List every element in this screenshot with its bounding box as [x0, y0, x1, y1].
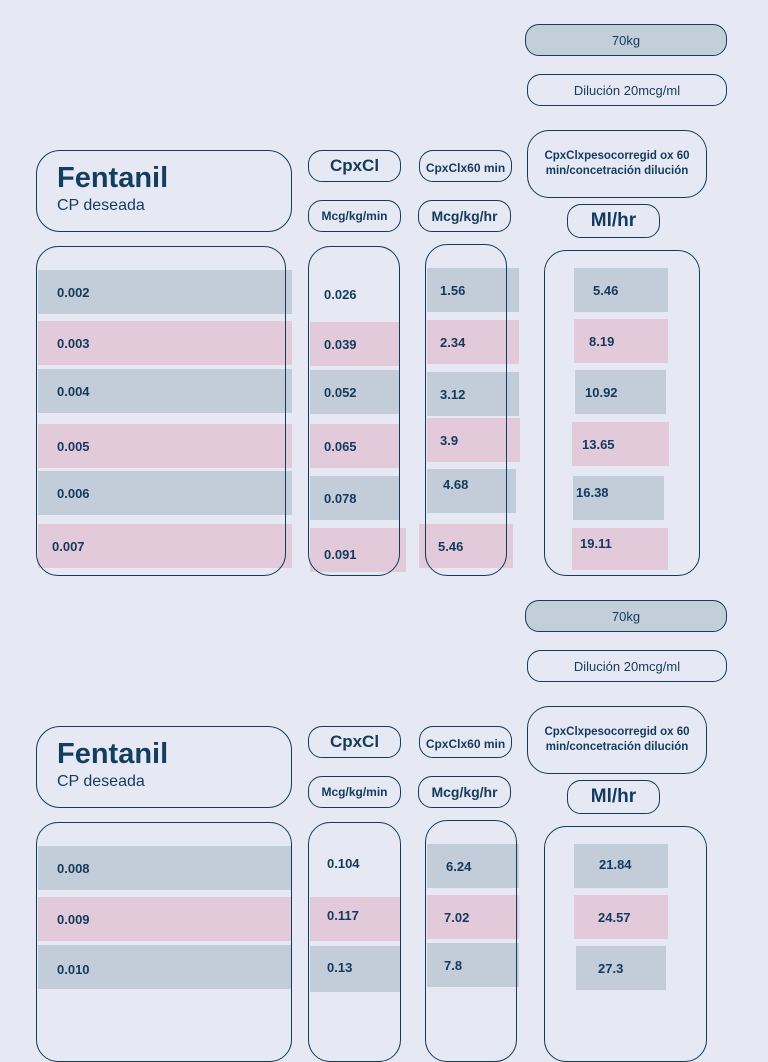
unit-ml-hr-label: Ml/hr [590, 210, 637, 231]
unit-mcg-kg-hr-label: Mcg/kg/hr [431, 208, 498, 224]
mlhr-value: 5.46 [574, 268, 668, 312]
unit-ml-hr: Ml/hr [567, 780, 660, 814]
weight-label: 70kg [611, 32, 641, 48]
header-formula-label: CpxClxpesocorregid ox 60 min/concetració… [544, 726, 690, 753]
mcghr-value: 3.12 [427, 372, 519, 416]
cp-value: 0.010 [38, 945, 292, 989]
mcgmin-value: 0.039 [310, 322, 400, 366]
mcgmin-value: 0.117 [310, 897, 400, 941]
mcgmin-value: 0.026 [324, 286, 357, 302]
drug-title-box: Fentanil CP deseada [36, 150, 292, 232]
unit-mcg-kg-hr: Mcg/kg/hr [418, 776, 511, 808]
dilution-label: Dilución 20mcg/ml [573, 82, 681, 98]
unit-ml-hr-label: Ml/hr [590, 786, 637, 807]
header-cpxclx60-label: CpxClx60 min [425, 737, 506, 751]
unit-ml-hr: Ml/hr [567, 204, 660, 238]
mcghr-value: 6.24 [427, 844, 519, 888]
mcgmin-value: 0.052 [310, 370, 400, 414]
mcghr-value: 7.8 [427, 943, 519, 987]
header-cpxclx60-label: CpxClx60 min [425, 161, 506, 175]
drug-subtitle: CP deseada [57, 197, 145, 214]
weight-badge: 70kg [525, 24, 727, 56]
drug-subtitle: CP deseada [57, 773, 145, 790]
mlhr-value: 13.65 [572, 422, 669, 466]
cp-value: 0.002 [38, 270, 292, 314]
unit-mcg-kg-min: Mcg/kg/min [308, 776, 401, 808]
drug-name: Fentanil [57, 162, 169, 194]
header-cpxcl: CpxCl [308, 726, 401, 758]
mcgmin-value: 0.091 [310, 528, 406, 572]
cp-value: 0.004 [38, 369, 292, 413]
header-cpxclx60: CpxClx60 min [419, 726, 512, 758]
mlhr-value: 16.38 [573, 476, 664, 520]
header-cpxcl: CpxCl [308, 150, 401, 182]
mcghr-value: 5.46 [419, 524, 513, 568]
unit-mcg-kg-hr-label: Mcg/kg/hr [431, 784, 498, 800]
mlhr-value: 10.92 [575, 370, 666, 414]
mcghr-value: 3.9 [427, 418, 520, 462]
mcgmin-value: 0.13 [310, 946, 400, 992]
header-formula: CpxClxpesocorregid ox 60 min/concetració… [527, 130, 707, 198]
cp-value: 0.006 [38, 471, 292, 515]
dilution-label: Dilución 20mcg/ml [573, 658, 681, 674]
mcghr-value: 4.68 [427, 469, 516, 513]
unit-mcg-kg-min-label: Mcg/kg/min [321, 785, 388, 799]
cp-value: 0.005 [38, 424, 292, 468]
cp-value: 0.007 [38, 524, 292, 568]
weight-badge: 70kg [525, 600, 727, 632]
mlhr-value: 19.11 [572, 528, 668, 570]
mcgmin-value: 0.104 [327, 855, 360, 871]
drug-title-box: Fentanil CP deseada [36, 726, 292, 808]
header-cpxclx60: CpxClx60 min [419, 150, 512, 182]
drug-name: Fentanil [57, 738, 169, 770]
mcghr-value: 2.34 [427, 320, 519, 364]
mcgmin-value: 0.078 [310, 476, 400, 520]
mlhr-value: 24.57 [574, 895, 668, 939]
dilution-badge: Dilución 20mcg/ml [527, 650, 727, 682]
header-formula: CpxClxpesocorregid ox 60 min/concetració… [527, 706, 707, 774]
mcgmin-value: 0.065 [310, 424, 400, 468]
unit-mcg-kg-min: Mcg/kg/min [308, 200, 401, 232]
mlhr-value: 8.19 [574, 319, 668, 363]
dilution-badge: Dilución 20mcg/ml [527, 74, 727, 106]
weight-label: 70kg [611, 608, 641, 624]
header-cpxcl-label: CpxCl [329, 732, 380, 751]
mcghr-value: 1.56 [427, 268, 519, 312]
cp-value: 0.009 [38, 897, 292, 941]
mcghr-value: 7.02 [427, 895, 519, 939]
mlhr-value: 21.84 [574, 844, 668, 888]
header-cpxcl-label: CpxCl [329, 156, 380, 175]
cp-value: 0.008 [38, 846, 292, 890]
unit-mcg-kg-min-label: Mcg/kg/min [321, 209, 388, 223]
mlhr-value: 27.3 [576, 946, 666, 990]
unit-mcg-kg-hr: Mcg/kg/hr [418, 200, 511, 232]
cp-value: 0.003 [38, 321, 292, 365]
header-formula-label: CpxClxpesocorregid ox 60 min/concetració… [544, 150, 690, 177]
